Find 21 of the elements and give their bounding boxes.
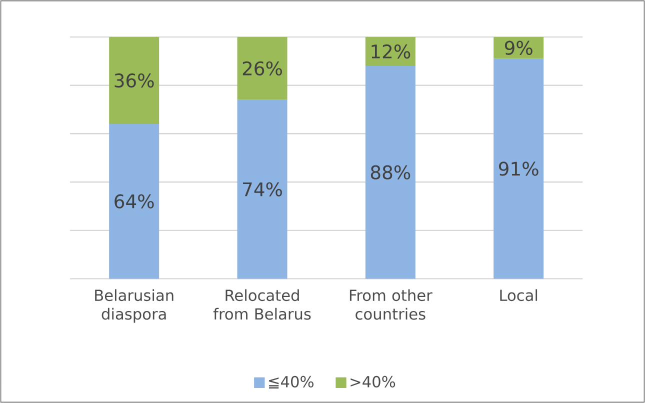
bar	[109, 37, 160, 124]
x-tick-label: From other countries	[350, 289, 432, 320]
legend-label: >40%	[350, 376, 396, 388]
x-tick-label: Relocated from Belarus	[213, 289, 311, 320]
bar	[109, 124, 160, 279]
x-tick-label: Belarusian diaspora	[95, 289, 174, 323]
data-label: 9%	[504, 40, 532, 55]
data-label: 26%	[242, 61, 282, 76]
data-label: 74%	[243, 182, 282, 196]
bar	[237, 100, 288, 279]
data-label: 12%	[372, 44, 410, 59]
bar	[237, 37, 288, 100]
bar	[365, 66, 416, 279]
data-label: 91%	[499, 162, 538, 176]
data-label: 36%	[114, 73, 154, 88]
x-tick-label: Local	[500, 289, 538, 302]
data-label: 88%	[370, 165, 410, 180]
bar	[494, 58, 544, 279]
legend-label: ≦40%	[269, 376, 314, 389]
bar	[494, 37, 544, 59]
data-label: 64%	[114, 194, 154, 208]
